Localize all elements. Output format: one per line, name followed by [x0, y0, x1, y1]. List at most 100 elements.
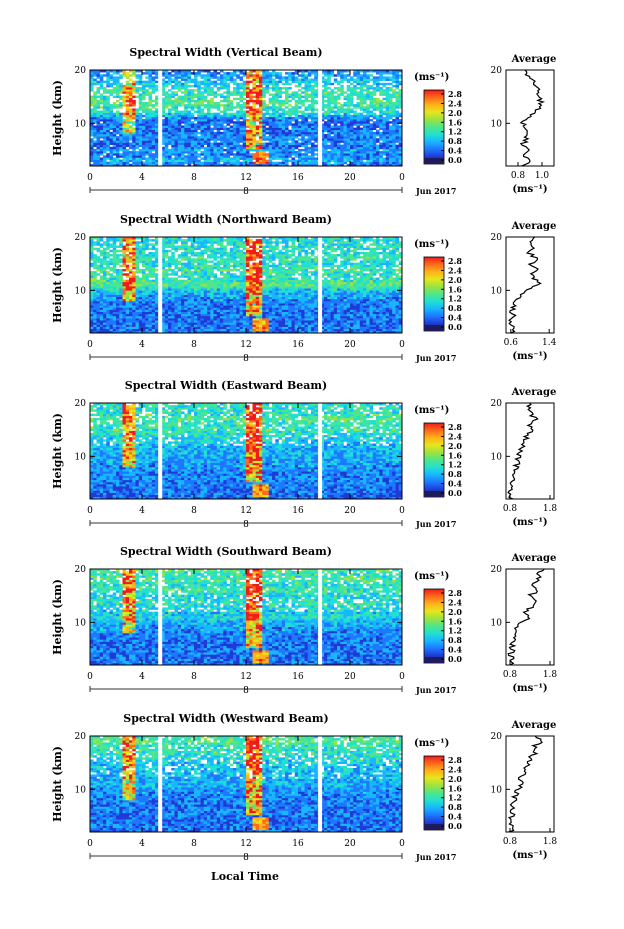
heatmap-cell [343, 322, 348, 325]
heatmap-cell [369, 106, 374, 109]
heatmap-cell [255, 93, 260, 96]
heatmap-cell [187, 119, 192, 122]
heatmap-cell [200, 99, 205, 103]
heatmap-cell [184, 104, 188, 107]
heatmap-cell [90, 97, 94, 101]
heatmap-cell [174, 307, 179, 310]
heatmap-cell [278, 148, 283, 152]
heatmap-cell [359, 91, 364, 94]
heatmap-cell [379, 112, 383, 116]
heatmap-cell [203, 305, 208, 308]
heatmap-cell [307, 305, 312, 308]
heatmap-cell [298, 153, 302, 156]
heatmap-cell [372, 151, 377, 154]
heatmap-cell [103, 95, 107, 99]
heatmap-cell [366, 112, 370, 116]
heatmap-cell [259, 108, 263, 111]
heatmap-cell [398, 318, 403, 321]
heatmap-cell [350, 129, 354, 133]
heatmap-cell [298, 155, 302, 158]
heatmap-cell [288, 318, 292, 321]
heatmap-cell [142, 155, 146, 158]
heatmap-cell [379, 106, 383, 109]
heatmap-cell [275, 307, 279, 310]
heatmap-cell [389, 330, 393, 334]
heatmap-cell [353, 131, 357, 135]
heatmap-cell [164, 163, 169, 167]
heatmap-cell [151, 163, 156, 167]
heatmap-cell [148, 151, 153, 154]
heatmap-cell [304, 114, 309, 118]
heatmap-cell [337, 102, 341, 105]
heatmap-cell [311, 157, 315, 160]
heatmap-cell [119, 330, 123, 334]
heatmap-cell [278, 322, 283, 325]
heatmap-cell [382, 324, 387, 327]
heatmap-cell [90, 330, 94, 334]
heatmap-cell [207, 102, 211, 105]
heatmap-cell [262, 324, 266, 327]
heatmap-cell [177, 307, 182, 310]
heatmap-cell [376, 70, 380, 73]
heatmap-cell [389, 114, 393, 118]
heatmap-cell [304, 318, 309, 321]
heatmap-cell [278, 78, 283, 81]
heatmap-cell [356, 328, 361, 332]
heatmap-cell [142, 89, 146, 92]
heatmap-cell [236, 151, 240, 154]
heatmap-cell [278, 74, 283, 77]
heatmap-cell [164, 76, 169, 79]
heatmap-cell [255, 129, 260, 133]
heatmap-cell [285, 315, 289, 319]
heatmap-cell [145, 313, 149, 317]
heatmap-cell [268, 163, 273, 167]
heatmap-cell [125, 163, 130, 167]
heatmap-cell [385, 129, 390, 133]
heatmap-cell [291, 320, 296, 323]
heatmap-cell [122, 315, 127, 319]
heatmap-cell [129, 309, 133, 312]
heatmap-cell [285, 106, 289, 109]
heatmap-cell [346, 74, 351, 77]
heatmap-cell [288, 328, 292, 332]
heatmap-cell [203, 84, 208, 88]
heatmap-cell [340, 161, 344, 165]
heatmap-cell [340, 116, 344, 120]
heatmap-cell [356, 74, 361, 77]
heatmap-cell [379, 153, 383, 156]
heatmap-cell [90, 146, 94, 150]
heatmap-cell [346, 315, 351, 319]
heatmap-cell [252, 78, 257, 81]
heatmap-cell [99, 84, 104, 88]
heatmap-cell [278, 163, 283, 167]
heatmap-cell [382, 102, 387, 105]
heatmap-cell [376, 163, 380, 167]
heatmap-cell [343, 70, 348, 73]
heatmap-cell [246, 330, 250, 334]
heatmap-cell [135, 161, 140, 165]
heatmap-cell [187, 123, 192, 126]
heatmap-cell [122, 74, 127, 77]
heatmap-cell [294, 129, 299, 133]
heatmap-cell [307, 95, 312, 99]
heatmap-cell [337, 129, 341, 133]
heatmap-cell [379, 313, 383, 317]
heatmap-cell [181, 102, 185, 105]
heatmap-cell [103, 328, 107, 332]
heatmap-cell [135, 80, 140, 84]
average-x-tick-label: 1.0 [535, 171, 550, 181]
heatmap-cell [343, 136, 348, 139]
heatmap-cell [314, 72, 318, 75]
heatmap-cell [229, 114, 234, 118]
heatmap-cell [281, 110, 286, 113]
heatmap-cell [389, 121, 393, 124]
heatmap-cell [265, 324, 270, 327]
heatmap-cell [125, 307, 130, 310]
heatmap-cell [226, 134, 231, 137]
heatmap-cell [151, 123, 156, 126]
heatmap-cell [135, 146, 140, 150]
heatmap-cell [392, 146, 396, 150]
heatmap-cell [122, 142, 127, 145]
heatmap-cell [119, 311, 123, 315]
heatmap-cell [249, 99, 253, 103]
